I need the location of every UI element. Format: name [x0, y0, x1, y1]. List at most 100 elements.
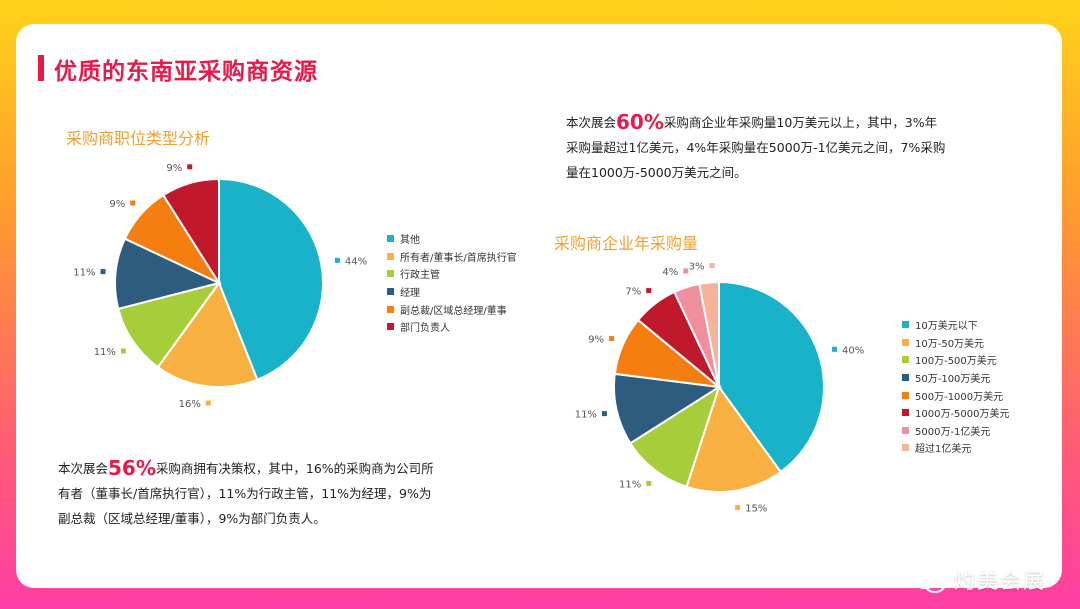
- pie2-legend: 10万美元以下 10万-50万美元 100万-500万美元 50万-100万美元 500…: [902, 316, 1010, 457]
- pie1-legend-label-0: 其他: [400, 235, 420, 247]
- text2-line1: 采购商拥有决策权，其中，16%的采购商为公司所: [155, 461, 434, 476]
- pie2-data-label-7: 3%: [689, 262, 705, 273]
- title-accent-bar: [38, 55, 44, 81]
- pie2-legend-swatch-0: [902, 321, 909, 329]
- text2-line3: 副总裁（区域总经理/董事），9%为部门负责人。: [58, 511, 326, 526]
- text-block-decision-power: 本次展会56%采购商拥有决策权，其中，16%的采购商为公司所 有者（董事长/首席…: [58, 456, 498, 531]
- pie1-label-marker-1: [205, 400, 211, 406]
- pie1-legend-item-1: 所有者/董事长/首席执行官: [387, 248, 517, 266]
- pie1-legend-item-0: 其他: [387, 230, 517, 248]
- pie1-legend-label-3: 经理: [400, 288, 420, 300]
- text2-pre: 本次展会: [58, 461, 109, 476]
- pie2-legend-item-6: 5000万-1亿美元: [902, 422, 1010, 440]
- pie2-legend-swatch-7: [902, 444, 909, 452]
- pie1-legend-item-5: 部门负责人: [387, 318, 517, 336]
- pie1-data-label-4: 9%: [109, 199, 125, 210]
- pie1-label-marker-3: [100, 269, 106, 275]
- pie2-slice-2: [628, 384, 721, 489]
- pie1-legend-item-4: 副总裁/区域总经理/董事: [387, 300, 517, 318]
- page-title: 优质的东南亚采购商资源: [54, 59, 318, 85]
- pie2-label-marker-4: [609, 336, 615, 342]
- pie2-legend-swatch-3: [902, 374, 909, 382]
- pie2-label-marker-1: [735, 504, 741, 510]
- pie1-legend-label-2: 行政主管: [400, 270, 440, 282]
- text1-pre: 本次展会: [566, 115, 617, 130]
- pie1-legend-swatch-4: [387, 305, 394, 313]
- pie1-legend-swatch-0: [387, 235, 394, 243]
- watermark-text: 灼美会展: [954, 569, 1046, 593]
- pie2-legend-swatch-5: [902, 409, 909, 417]
- pie1-legend-swatch-5: [387, 323, 394, 331]
- pie1-legend-item-2: 行政主管: [387, 265, 517, 283]
- pie2-legend-label-2: 100万-500万美元: [915, 356, 997, 368]
- pie1-slice-2: [117, 281, 222, 369]
- pie1-legend-swatch-2: [387, 270, 394, 278]
- pie1-data-label-2: 11%: [94, 347, 116, 358]
- pie2-label-marker-5: [646, 288, 652, 294]
- text2-line2: 有者（董事长/首席执行官），11%为行政主管，11%为经理，9%为: [58, 486, 432, 501]
- pie1-legend: 其他所有者/董事长/首席执行官 行政主管经理副总裁/区域总经理/董事 部门负责人: [387, 230, 517, 336]
- pie2-legend-item-5: 1000万-5000万美元: [902, 404, 1010, 422]
- pie2-legend-item-4: 500万-1000万美元: [902, 386, 1010, 404]
- pie2-data-label-0: 40%: [842, 345, 864, 356]
- pie2-slice-0: [718, 280, 825, 474]
- wechat-icon: [912, 567, 946, 593]
- pie1-data-label-1: 16%: [179, 399, 201, 410]
- pie1-slice-1: [156, 280, 259, 388]
- pie2-data-label-6: 4%: [662, 267, 678, 278]
- pie2-legend-label-5: 1000万-5000万美元: [915, 409, 1010, 421]
- pie1-label-marker-2: [120, 348, 126, 354]
- pie2-label-marker-0: [832, 346, 838, 352]
- pie2-label-marker-2: [646, 480, 652, 486]
- pie1-legend-label-4: 副总裁/区域总经理/董事: [400, 305, 507, 317]
- pie2-label-marker-6: [683, 268, 689, 274]
- pie2-legend-swatch-4: [902, 391, 909, 399]
- text2-highlight: 56%: [108, 456, 156, 480]
- pie1-legend-label-5: 部门负责人: [400, 323, 450, 335]
- text1-highlight: 60%: [616, 110, 664, 134]
- pie2-legend-item-1: 10万-50万美元: [902, 334, 1010, 352]
- watermark: 灼美会展: [910, 565, 1046, 595]
- pie2-data-label-1: 15%: [745, 503, 767, 514]
- pie2-data-label-3: 11%: [575, 410, 597, 421]
- pie1-label-marker-5: [187, 164, 193, 170]
- pie2-legend-swatch-2: [902, 356, 909, 364]
- pie1-slice-5: [161, 177, 220, 287]
- pie2-legend-label-0: 10万美元以下: [915, 321, 978, 333]
- pie2-label-marker-7: [709, 263, 715, 269]
- pie2-legend-item-3: 50万-100万美元: [902, 369, 1010, 387]
- pie2-legend-label-7: 超过1亿美元: [915, 444, 972, 456]
- pie1-title: 采购商职位类型分析: [66, 129, 211, 148]
- pie1-data-label-0: 44%: [345, 256, 367, 267]
- pie1-slice-3: [114, 237, 222, 311]
- text1-line3: 量在1000万-5000万美元之间。: [566, 165, 747, 180]
- pie2-title: 采购商企业年采购量: [554, 234, 699, 253]
- pie1-data-label-5: 9%: [166, 163, 182, 174]
- pie1-legend-item-3: 经理: [387, 283, 517, 301]
- pie2-slice-1: [685, 384, 783, 493]
- pie1-slice-0: [218, 177, 324, 381]
- text1-line1: 采购商企业年采购量10万美元以上，其中，3%年: [663, 115, 938, 130]
- pie1-legend-swatch-3: [387, 288, 394, 296]
- pie2-legend-label-3: 50万-100万美元: [915, 374, 991, 386]
- text-block-purchase-volume: 本次展会60%采购商企业年采购量10万美元以上，其中，3%年 采购量超过1亿美元…: [566, 110, 1006, 185]
- pie2-slice-3: [613, 372, 722, 445]
- pie2-legend-item-0: 10万美元以下: [902, 316, 1010, 334]
- pie2-slice-7: [698, 280, 720, 388]
- pie1-data-label-3: 11%: [73, 268, 95, 279]
- pie2-data-label-5: 7%: [625, 287, 641, 298]
- pie2-data-label-4: 9%: [588, 335, 604, 346]
- pie2-legend-label-6: 5000万-1亿美元: [915, 426, 991, 438]
- pie2-legend-item-2: 100万-500万美元: [902, 351, 1010, 369]
- pie1-label-marker-0: [334, 257, 340, 263]
- pie2-legend-item-7: 超过1亿美元: [902, 439, 1010, 457]
- pie2-legend-swatch-6: [902, 426, 909, 434]
- pie2-data-label-2: 11%: [619, 479, 641, 490]
- pie2-label-marker-3: [601, 411, 607, 417]
- pie1-legend-swatch-1: [387, 252, 394, 260]
- pie1-label-marker-4: [130, 200, 136, 206]
- pie1-legend-label-1: 所有者/董事长/首席执行官: [400, 252, 517, 264]
- pie2-legend-label-4: 500万-1000万美元: [915, 391, 1004, 403]
